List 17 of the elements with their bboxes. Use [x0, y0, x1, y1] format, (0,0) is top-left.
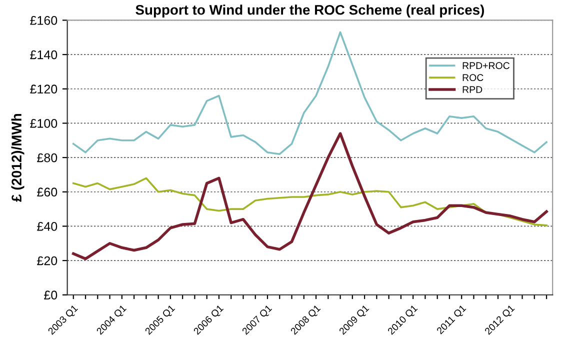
y-tick-label: £160	[30, 16, 58, 25]
y-tick-label: £60	[37, 188, 58, 197]
y-tick-label: £140	[30, 50, 58, 60]
line-series	[72, 31, 548, 156]
line-series	[72, 132, 548, 260]
y-tick-label: £80	[37, 153, 58, 162]
line-series	[72, 177, 548, 226]
y-tick-label: £120	[30, 84, 58, 94]
legend-label: RPD	[462, 86, 482, 93]
y-tick-label: £0	[44, 290, 58, 300]
y-axis-title: £ (2012)/MWh	[11, 114, 24, 202]
y-tick-label: £20	[37, 256, 58, 266]
legend-label: ROC	[462, 74, 484, 82]
y-tick-label: £100	[30, 119, 58, 128]
y-tick-label: £40	[37, 222, 58, 231]
legend-label: RPD+ROC	[462, 62, 510, 70]
chart-title: Support to Wind under the ROC Scheme (real prices)	[136, 4, 484, 18]
